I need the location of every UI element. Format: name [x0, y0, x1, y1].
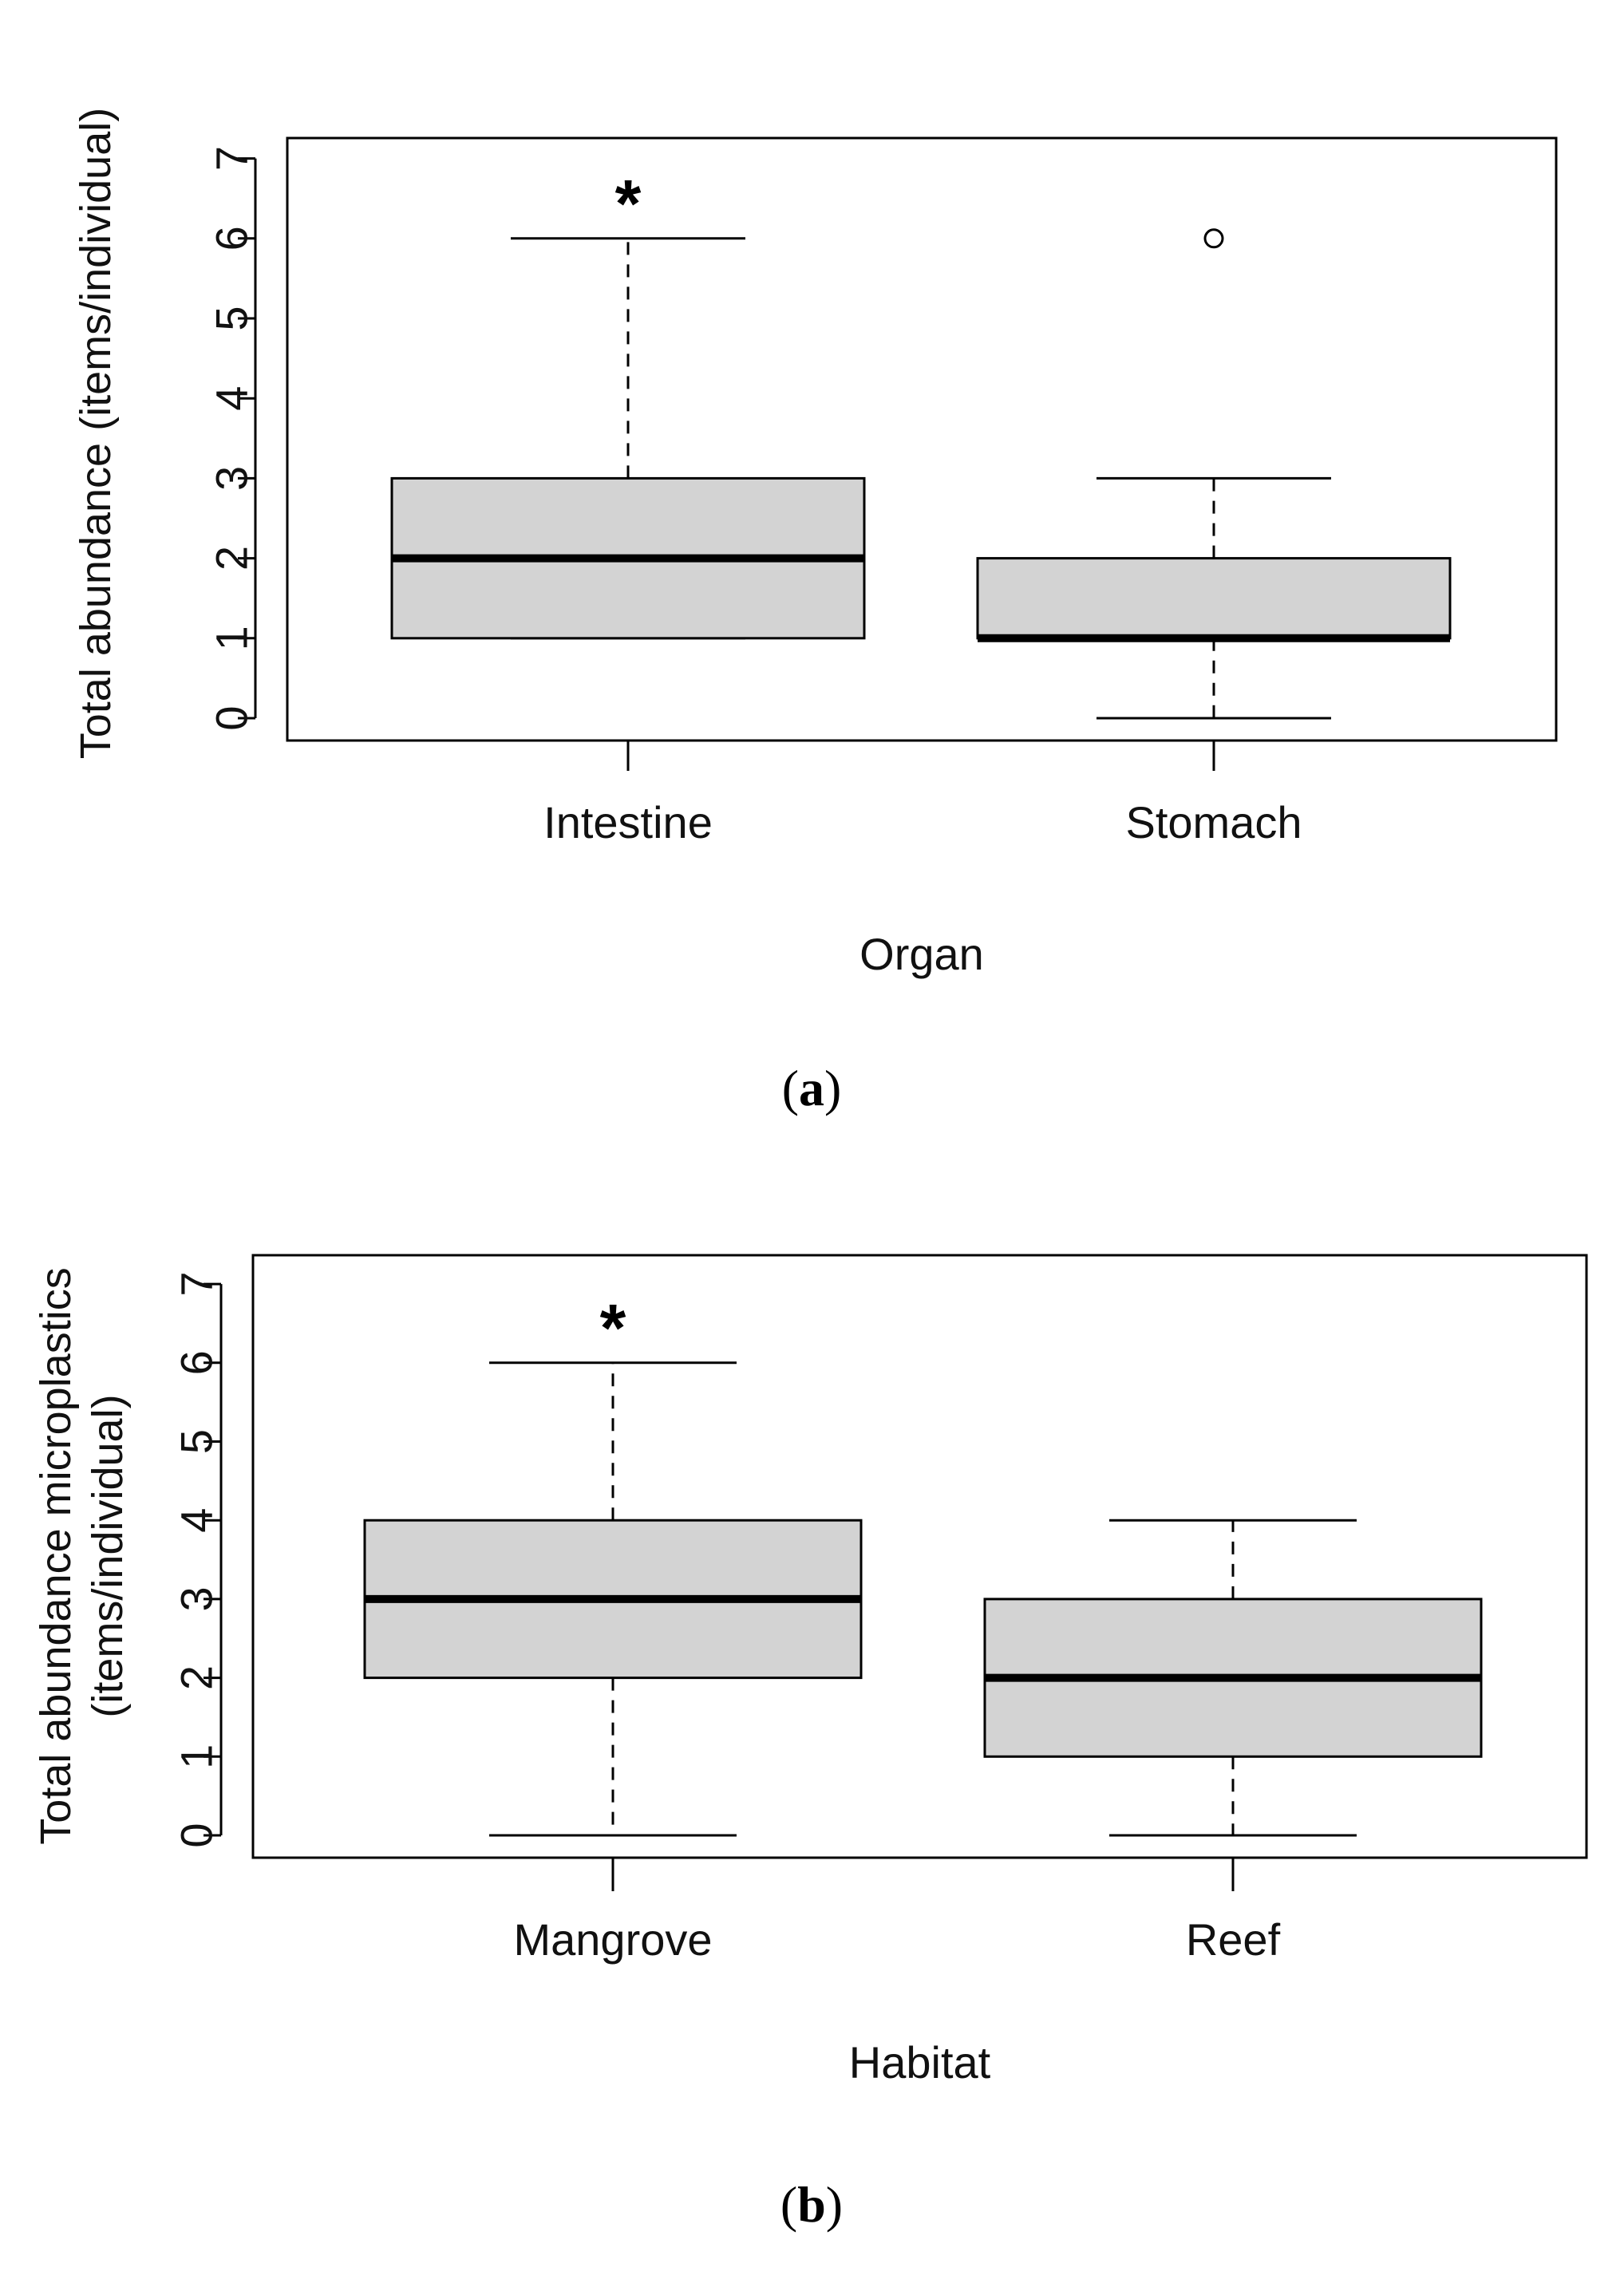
x-category-label: Stomach: [1126, 797, 1302, 847]
y-tick-label: 0: [172, 1823, 222, 1847]
x-axis-title: Habitat: [849, 2037, 991, 2088]
y-tick-label: 4: [172, 1508, 222, 1533]
panel-caption: (a): [782, 1060, 842, 1116]
x-axis-title: Organ: [859, 929, 984, 979]
x-category-label: Reef: [1186, 1914, 1281, 1965]
y-tick-label: 6: [207, 226, 257, 251]
y-tick-label: 6: [172, 1350, 222, 1375]
y-tick-label: 3: [207, 466, 257, 491]
chart-panel-a: 0 1 2 3 4 5 6 7 * Intestine Stomach Organ Total abun…: [72, 108, 1558, 1116]
y-axis-title: (items/individual): [84, 1394, 132, 1717]
y-axis-title: Total abundance (items/individual): [72, 108, 120, 759]
y-tick-label: 7: [207, 146, 257, 171]
iqr-box: [976, 557, 1452, 640]
y-tick-label: 4: [207, 386, 257, 411]
outlier-point: [1203, 228, 1224, 249]
y-tick-label: 1: [207, 626, 257, 650]
y-tick-label: 5: [172, 1429, 222, 1454]
box-intestine: *: [390, 166, 866, 640]
box-mangrove: *: [363, 1290, 863, 1837]
panel-caption: (b): [780, 2176, 843, 2233]
y-tick-label: 1: [172, 1744, 222, 1769]
plot-frame: [286, 136, 1558, 742]
x-category-label: Intestine: [543, 797, 713, 847]
y-tick-label: 3: [172, 1586, 222, 1611]
y-tick-label: 7: [172, 1272, 222, 1297]
y-tick-label: 2: [207, 546, 257, 571]
plot-frame: [251, 1254, 1588, 1859]
chart-panel-b: 0 1 2 3 4 5 6 7 * Mangrove Reef Habitat Total abunda…: [32, 1254, 1588, 2233]
y-axis-title: Total abundance microplastics: [32, 1267, 80, 1844]
box-reef: [983, 1519, 1483, 1837]
y-tick-label: 2: [172, 1665, 222, 1690]
significance-asterisk: *: [600, 1290, 626, 1365]
y-tick-label: 5: [207, 306, 257, 330]
significance-asterisk: *: [615, 166, 642, 241]
x-category-label: Mangrove: [513, 1914, 712, 1965]
box-stomach: [976, 228, 1452, 720]
y-tick-label: 0: [207, 705, 257, 730]
